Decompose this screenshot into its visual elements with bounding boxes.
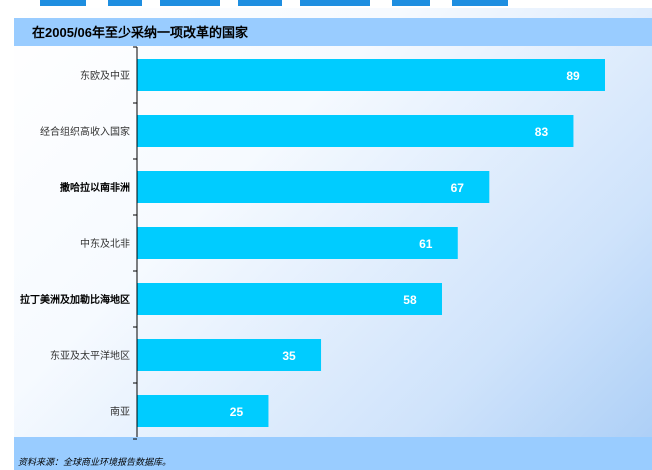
value-label-3: 67 <box>451 181 465 195</box>
chart-title: 在2005/06年至少采纳一项改革的国家 <box>32 25 248 40</box>
title-band <box>14 18 652 46</box>
source-note: 资料来源：全球商业环境报告数据库。 <box>18 458 172 468</box>
category-label-4: 中东及北非 <box>80 237 130 250</box>
category-label-3: 撒哈拉以南非洲 <box>60 181 130 194</box>
value-label-2: 83 <box>535 125 549 139</box>
category-label-7: 南亚 <box>110 405 130 418</box>
value-label-7: 25 <box>230 405 244 419</box>
bar-3 <box>137 171 490 203</box>
bar-5 <box>137 283 442 315</box>
top-banner-fragment <box>0 0 652 8</box>
bar-7 <box>137 395 269 427</box>
bar-6 <box>137 339 322 371</box>
category-label-1: 东欧及中亚 <box>80 69 130 82</box>
bar-2 <box>137 115 574 147</box>
bar-4 <box>137 227 458 259</box>
category-label-6: 东亚及太平洋地区 <box>50 349 130 362</box>
bar-1 <box>137 59 605 91</box>
value-label-6: 35 <box>282 349 296 363</box>
category-label-2: 经合组织高收入国家 <box>40 125 130 138</box>
category-label-5: 拉丁美洲及加勒比海地区 <box>20 293 130 306</box>
value-label-1: 89 <box>566 69 580 83</box>
value-label-4: 61 <box>419 237 433 251</box>
value-label-5: 58 <box>403 293 417 307</box>
footer-band <box>14 437 652 470</box>
